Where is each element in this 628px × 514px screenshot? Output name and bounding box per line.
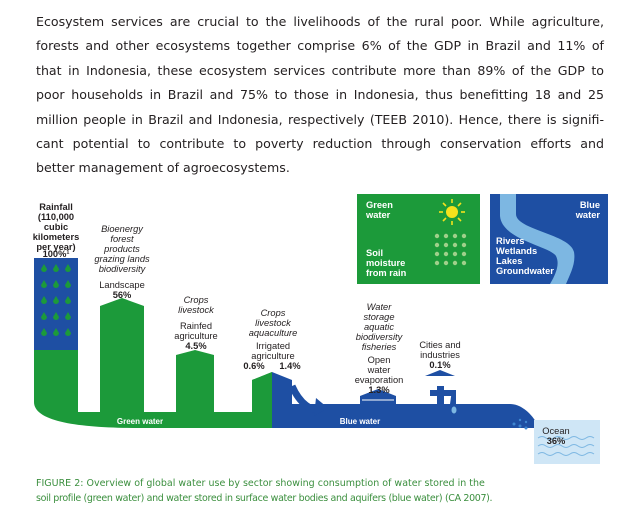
open-water-name-2: water xyxy=(367,365,391,375)
cities-name-1: Cities and xyxy=(419,340,461,350)
irrigated-cap-blue xyxy=(272,372,292,380)
legend-green-title-2: water xyxy=(366,210,391,220)
paragraph-line: better management of agroecosystems. xyxy=(36,160,290,176)
body-paragraph: Ecosystem services are crucial to the li… xyxy=(36,10,604,181)
irrigated-value-green: 0.6% xyxy=(243,361,265,371)
open-water-name-1: Open xyxy=(367,355,391,365)
open-water-value: 1.3% xyxy=(368,385,390,395)
rainfed-value: 4.5% xyxy=(185,341,207,351)
ocean-waves-icon xyxy=(537,436,595,456)
rain-drops-icon xyxy=(41,264,71,336)
open-water-use-3: aquatic xyxy=(364,322,394,332)
open-water-name-3: evaporation xyxy=(354,375,404,385)
rainfed-name-1: Rainfed xyxy=(179,321,213,331)
landscape-value: 56% xyxy=(112,290,132,300)
landscape-use-5: biodiversity xyxy=(98,264,146,274)
legend-blue-title-2: water xyxy=(575,210,600,220)
figure-caption: FIGURE 2: Overview of global water use b… xyxy=(36,476,606,506)
green-water-flow-label: Green water xyxy=(116,417,164,426)
open-water-block xyxy=(360,389,396,396)
landscape-use-3: products xyxy=(104,244,140,254)
paragraph-line: million people in Brazil and Indonesia, … xyxy=(36,111,604,127)
sun-icon xyxy=(439,199,465,225)
rainfed-use-1: Crops xyxy=(183,295,209,305)
legend-green-title-1: Green xyxy=(366,200,393,210)
blue-water-channel xyxy=(272,404,536,428)
river-icon xyxy=(500,194,575,284)
legend-green-desc-2: moisture xyxy=(366,258,406,268)
water-flow-diagram xyxy=(34,194,608,464)
ocean-name: Ocean xyxy=(542,426,570,436)
open-water-use-4: biodiversity xyxy=(355,332,403,342)
legend-green-box xyxy=(357,194,480,284)
paragraph-line: Ecosystem services are crucial to the li… xyxy=(36,14,604,29)
rainfall-label-3: cubic xyxy=(43,222,69,232)
caption-line: FIGURE 2: Overview of global water use b… xyxy=(36,478,485,489)
landscape-name: Landscape xyxy=(99,280,145,290)
legend-blue-desc-4: Groundwater xyxy=(496,266,554,276)
return-arrow-head-icon xyxy=(314,398,328,416)
cities-name-2: industries xyxy=(420,350,460,360)
flow-dots-icon xyxy=(512,418,528,430)
ocean-box xyxy=(534,420,600,464)
paragraph-line: forests and other ecosystems together co… xyxy=(36,38,604,54)
paragraph-line: cant potential to contribute to poverty … xyxy=(36,136,604,152)
cities-block xyxy=(425,370,455,376)
landscape-use-4: grazing lands xyxy=(94,254,150,264)
rainfall-label-1: Rainfall xyxy=(39,202,73,212)
irrigated-value-blue: 1.4% xyxy=(279,361,301,371)
rainfall-label-2: (110,000 xyxy=(37,212,75,222)
irrigated-use-3: aquaculture xyxy=(248,328,298,338)
irrigated-name-2: agriculture xyxy=(251,351,295,361)
legend-blue-desc-1: Rivers xyxy=(496,236,525,246)
open-water-use-2: storage xyxy=(363,312,395,322)
blue-water-flow-label: Blue water xyxy=(339,417,381,426)
open-water-use-5: fisheries xyxy=(361,342,397,352)
legend-blue-desc-2: Wetlands xyxy=(496,246,538,256)
ocean-value: 36% xyxy=(546,436,566,446)
legend-green-desc-1: Soil xyxy=(366,248,384,258)
soil-dots-icon xyxy=(434,233,467,266)
landscape-use-1: Bioenergy xyxy=(101,224,143,234)
paragraph-line: poor households in Brazil and 75% to tho… xyxy=(36,87,604,103)
irrigated-use-2: livestock xyxy=(255,318,291,328)
rainfall-label-5: per year) xyxy=(36,242,76,252)
caption-line: soil profile (green water) and water sto… xyxy=(36,493,493,504)
irrigated-use-1: Crops xyxy=(260,308,286,318)
green-water-flow xyxy=(34,298,272,428)
legend-blue-title-1: Blue xyxy=(579,200,600,210)
rainfall-label-4: kilometers xyxy=(32,232,80,242)
landscape-use-2: forest xyxy=(110,234,134,244)
irrigated-name-1: Irrigated xyxy=(255,341,291,351)
rainfed-use-2: livestock xyxy=(178,305,214,315)
legend-blue-desc-3: Lakes xyxy=(496,256,523,266)
paragraph-line: that in Indonesia, these ecosystem servi… xyxy=(36,62,604,78)
rainfall-value: 100%¹ xyxy=(42,249,70,259)
legend-green-desc-3: from rain xyxy=(366,268,407,278)
water-drop-icon xyxy=(451,406,457,414)
open-water-use-1: Water xyxy=(366,302,392,312)
irrigated-cap-green xyxy=(252,372,272,380)
water-use-figure: Rainfall (110,000 cubic kilometers per y… xyxy=(0,190,628,470)
cities-value: 0.1% xyxy=(429,360,451,370)
rainfed-name-2: agriculture xyxy=(174,331,218,341)
